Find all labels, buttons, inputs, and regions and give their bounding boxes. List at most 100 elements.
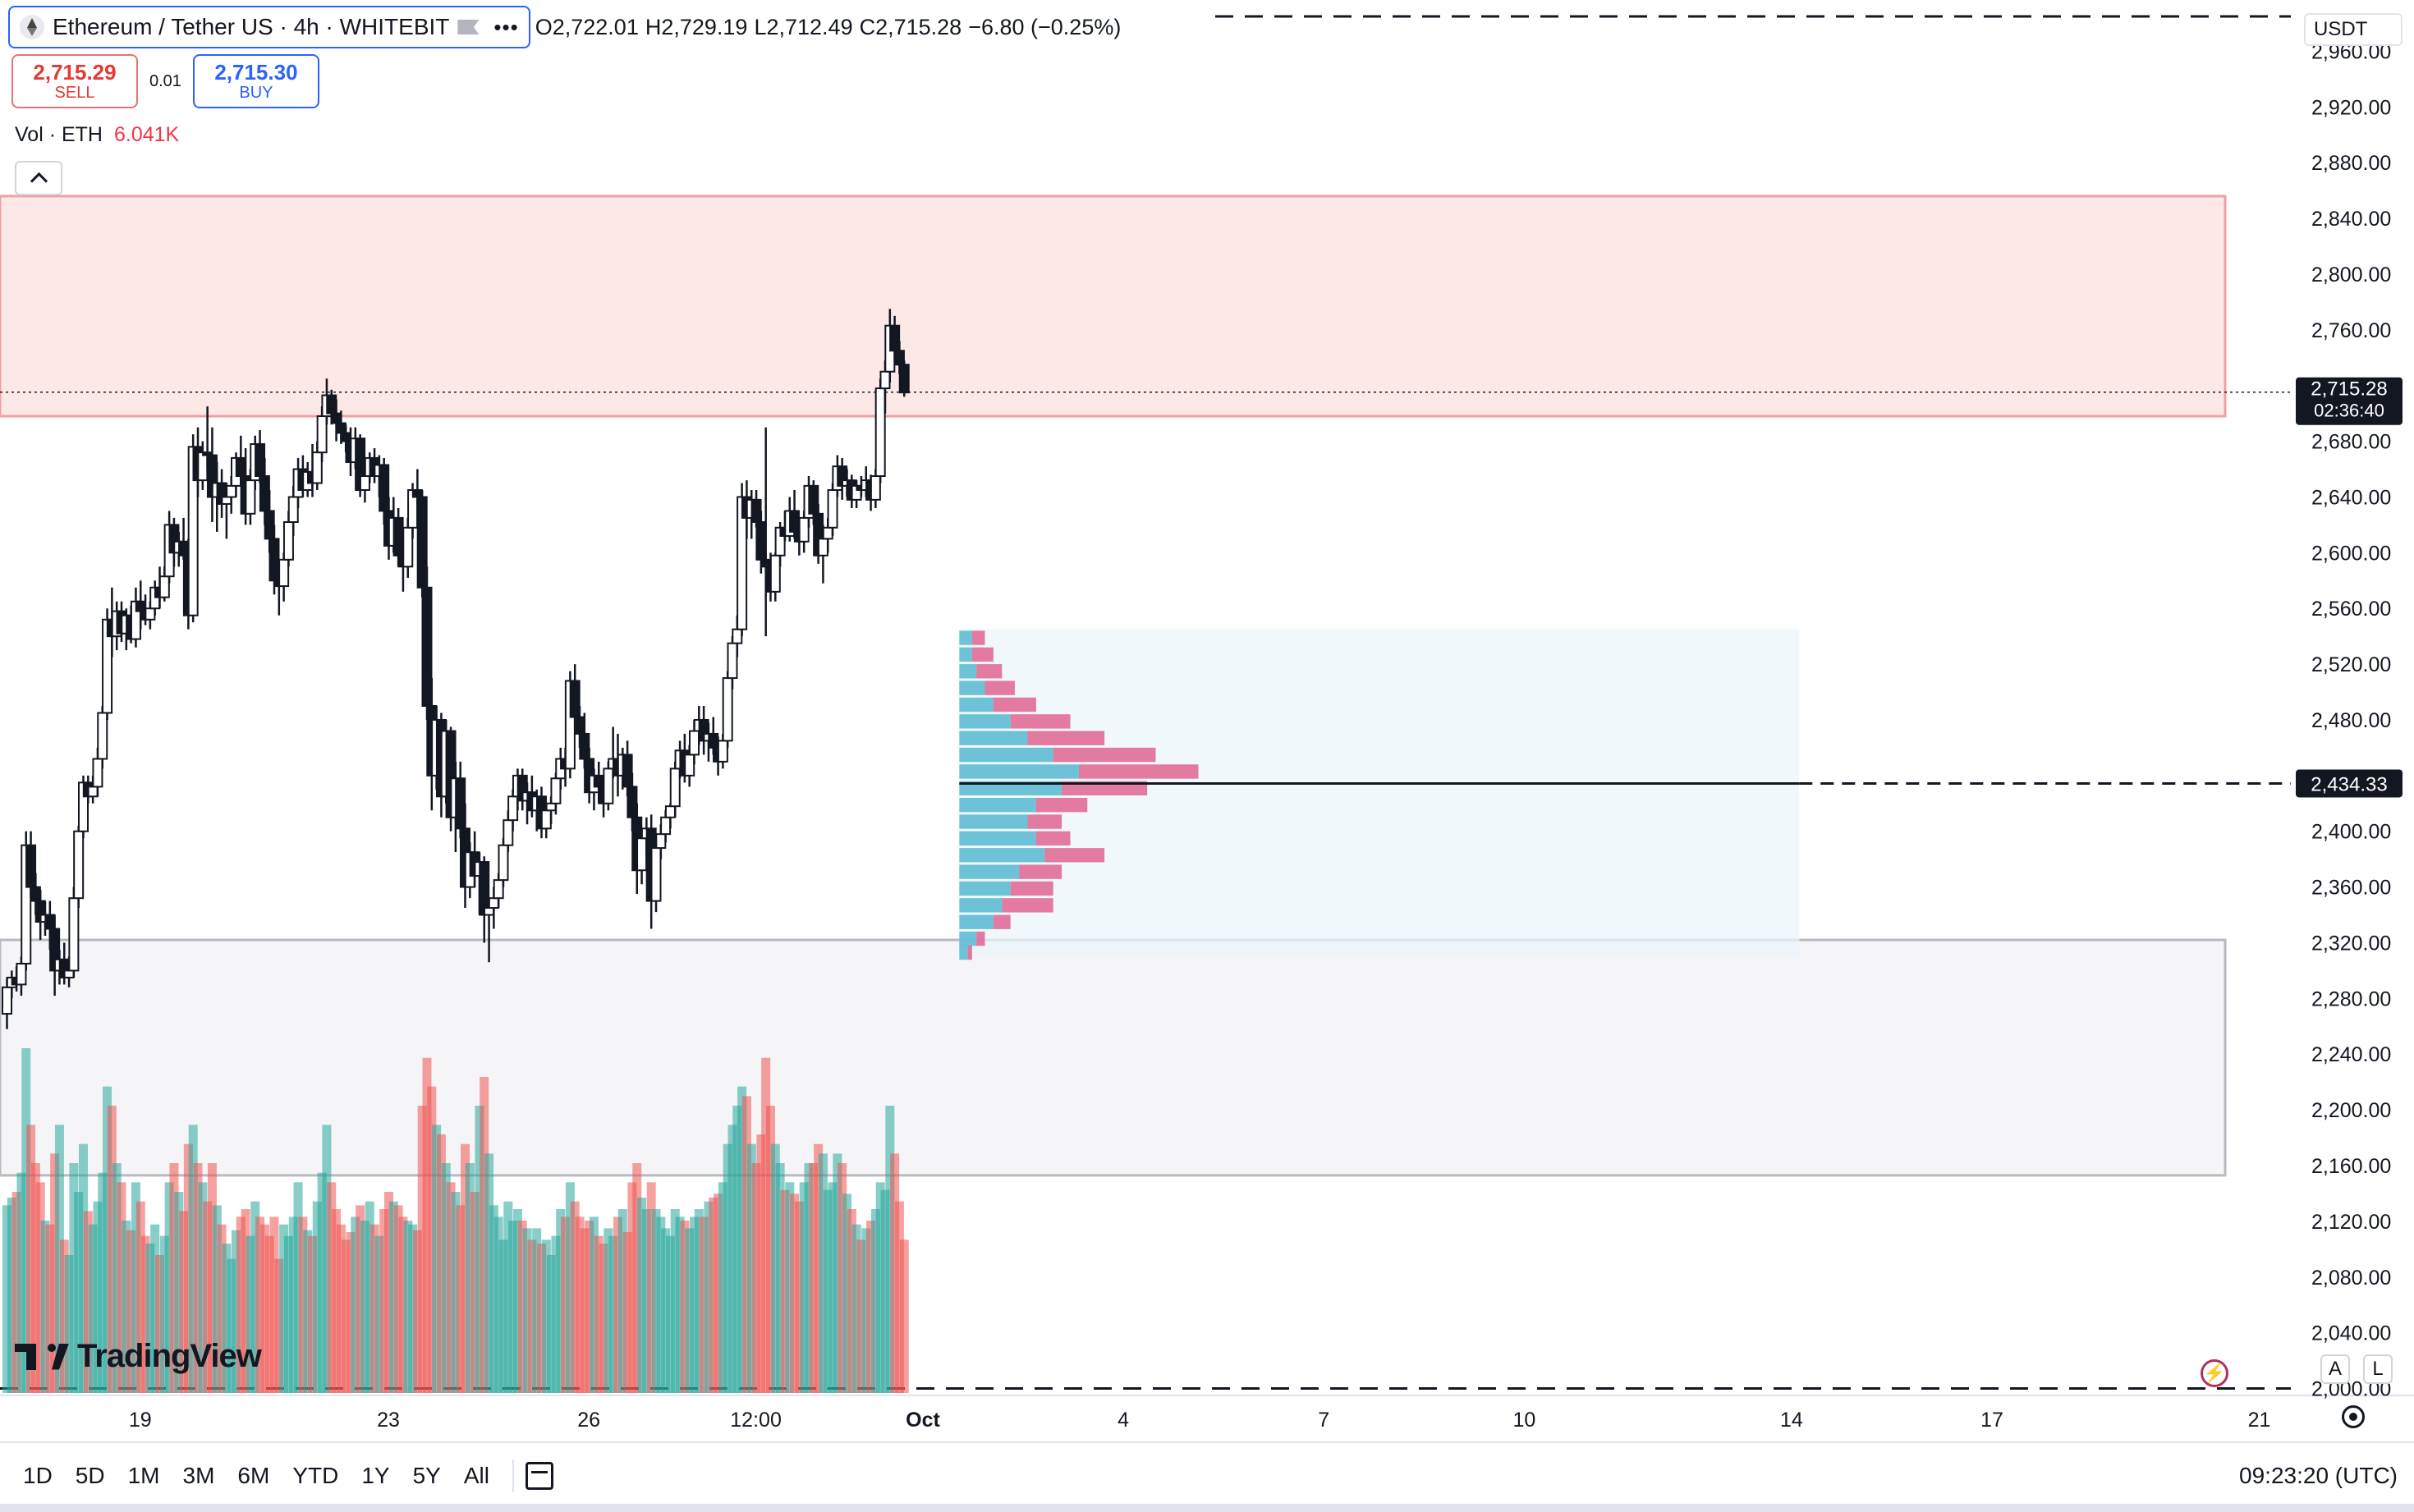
volume-bar (646, 1182, 656, 1393)
volume-bar (704, 1201, 714, 1393)
volume-bar (461, 1143, 470, 1393)
volume-bar (665, 1235, 675, 1393)
candle-body (550, 777, 562, 804)
symbol-selector[interactable]: Ethereum / Tether US · 4h · WHITEBIT ••• (8, 6, 530, 48)
volume-bar (269, 1216, 279, 1393)
time-tick-label: 7 (1318, 1409, 1329, 1432)
candlestick-chart[interactable]: 2,960.002,920.002,880.002,840.002,800.00… (0, 0, 2414, 1436)
volume-bar (279, 1224, 289, 1393)
volume-bar (64, 1255, 74, 1393)
volume-profile-down-bar (993, 697, 1036, 712)
volume-bar (661, 1228, 671, 1393)
tradingview-logo[interactable]: TradingView (15, 1338, 262, 1375)
volume-bar (694, 1209, 704, 1393)
volume-bar (517, 1221, 527, 1393)
goto-date-calendar-icon[interactable] (525, 1462, 553, 1490)
candle-body (479, 861, 490, 916)
chart-legend-header: Ethereum / Tether US · 4h · WHITEBIT •••… (8, 6, 1121, 48)
sell-price: 2,715.29 (33, 60, 117, 85)
flag-icon[interactable] (457, 20, 480, 34)
volume-bar (493, 1216, 503, 1393)
time-tick-label: 23 (377, 1409, 400, 1432)
volume-bar (356, 1205, 365, 1393)
volume-bar (379, 1209, 389, 1393)
range-all[interactable]: All (463, 1463, 489, 1488)
range-6m[interactable]: 6M (237, 1463, 270, 1488)
volume-bar (870, 1209, 880, 1393)
range-1y[interactable]: 1Y (361, 1463, 390, 1488)
volume-bar (45, 1224, 55, 1393)
candle-body (73, 830, 85, 900)
volume-bar (174, 1192, 184, 1393)
buy-button[interactable]: 2,715.30 BUY (192, 54, 319, 108)
range-1m[interactable]: 1M (127, 1463, 160, 1488)
price-tick-label: 2,600.00 (2311, 542, 2391, 565)
volume-bar (480, 1077, 489, 1393)
candle-body (498, 844, 509, 882)
collapse-legend-button[interactable] (15, 161, 62, 195)
volume-profile-up-bar (959, 814, 1028, 829)
range-5y[interactable]: 5Y (412, 1463, 441, 1488)
range-ytd[interactable]: YTD (292, 1463, 339, 1488)
volume-bar (617, 1209, 627, 1393)
range-3m[interactable]: 3M (182, 1463, 215, 1488)
sell-button[interactable]: 2,715.29 SELL (11, 54, 138, 108)
candle-body (421, 586, 433, 707)
volume-profile-down-bar (1035, 798, 1088, 813)
volume-bar (412, 1230, 422, 1393)
volume-profile-up-bar (959, 680, 985, 695)
volume-profile-up-bar (959, 764, 1079, 779)
volume-bar (393, 1205, 403, 1393)
settings-gear-icon[interactable] (2342, 1405, 2365, 1428)
candle-body (30, 886, 41, 902)
currency-selector[interactable]: USDT (2304, 13, 2403, 46)
volume-bar (427, 1086, 437, 1393)
volume-profile-up-bar (959, 781, 1062, 795)
volume-bar (159, 1235, 169, 1393)
volume-bar (308, 1235, 317, 1393)
volume-bar (303, 1230, 313, 1393)
candle-body (392, 516, 404, 557)
volume-profile-down-bar (976, 931, 985, 946)
volume-profile-down-bar (1062, 781, 1148, 795)
range-5d[interactable]: 5D (75, 1463, 105, 1488)
lightning-icon[interactable]: ⚡ (2201, 1359, 2228, 1387)
candle-body (579, 732, 590, 760)
candle-body (893, 350, 905, 366)
volume-bar (250, 1201, 260, 1393)
volume-bar (236, 1216, 246, 1393)
volume-bar (327, 1182, 337, 1393)
candle-body (264, 510, 275, 540)
volume-bar (641, 1209, 651, 1393)
candle-body (316, 415, 328, 454)
volume-bar (532, 1228, 542, 1393)
auto-scale-button[interactable]: A (2320, 1354, 2350, 1384)
volume-bar (422, 1057, 432, 1393)
volume-bar (54, 1125, 64, 1393)
volume-bar (255, 1216, 265, 1393)
volume-bar (727, 1125, 737, 1393)
volume-bar (613, 1216, 622, 1393)
candle-body (507, 795, 519, 822)
log-scale-button[interactable]: L (2363, 1354, 2393, 1384)
ohlc-high: H2,729.19 (645, 14, 748, 39)
volume-bar (21, 1048, 31, 1393)
volume-bar (283, 1235, 293, 1393)
candle-body (822, 526, 833, 540)
volume-bar (207, 1163, 217, 1393)
candle-body (44, 914, 56, 930)
candle-body (402, 526, 414, 568)
volume-bar (227, 1258, 236, 1393)
volume-bar (756, 1134, 766, 1393)
volume-bar (899, 1239, 909, 1393)
range-1d[interactable]: 1D (23, 1463, 53, 1488)
utc-clock[interactable]: 09:23:20 (UTC) (2239, 1463, 2398, 1488)
more-options-icon[interactable]: ••• (493, 14, 519, 39)
volume-profile-down-bar (971, 647, 994, 662)
volume-bar (441, 1163, 451, 1393)
time-tick-label: 17 (1980, 1409, 2003, 1432)
volume-legend[interactable]: Vol · ETH 6.041K (15, 123, 179, 147)
volume-bar (718, 1182, 727, 1393)
volume-profile-down-bar (1035, 831, 1071, 846)
